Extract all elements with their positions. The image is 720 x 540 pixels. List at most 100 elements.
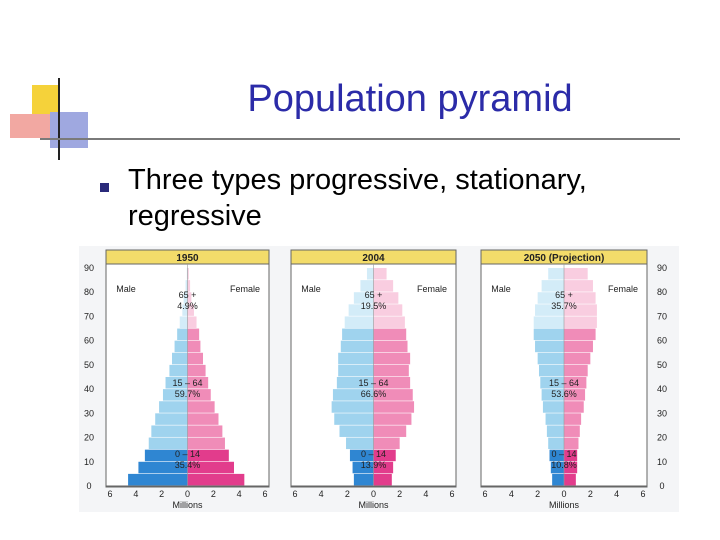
x-tick-label: 4: [319, 489, 324, 499]
group-share: 4.9%: [177, 301, 198, 311]
group-share: 53.6%: [551, 389, 577, 399]
bar-male-65-69: [179, 316, 188, 328]
bar-male-30-34: [331, 401, 374, 413]
bar-female-75-79: [373, 292, 399, 304]
bar-male-35-39: [332, 389, 374, 401]
y-tick-label: 10: [84, 457, 94, 467]
bar-female-35-39: [373, 389, 413, 401]
bar-male-0-4: [128, 473, 188, 486]
bar-female-60-64: [564, 328, 596, 341]
bar-male-15-19: [346, 437, 374, 450]
x-tick-label: 2: [345, 489, 350, 499]
x-tick-label: 4: [423, 489, 428, 499]
bullet-text: Three types progressive, stationary, reg…: [128, 164, 587, 232]
bar-male-75-79: [537, 292, 564, 304]
x-tick-label: 6: [640, 489, 645, 499]
bar-female-50-54: [564, 352, 591, 365]
x-axis-label: Millions: [358, 500, 389, 510]
bar-female-5-9: [373, 461, 394, 474]
x-tick-label: 2: [588, 489, 593, 499]
bar-male-65-69: [533, 316, 564, 328]
x-tick-label: 0: [371, 489, 376, 499]
bar-male-40-44: [165, 377, 188, 389]
y-tick-label: 60: [657, 336, 667, 346]
y-tick-label: 70: [84, 311, 94, 321]
bar-male-45-49: [169, 364, 188, 377]
bar-male-60-64: [177, 328, 188, 341]
bar-female-70-74: [187, 304, 194, 316]
bar-male-60-64: [342, 328, 374, 341]
bar-female-70-74: [373, 304, 403, 316]
y-tick-label: 50: [84, 360, 94, 370]
bar-female-55-59: [564, 340, 593, 353]
bar-male-70-74: [182, 304, 188, 316]
group-label: 15 – 64: [172, 378, 202, 388]
bar-male-45-49: [338, 364, 374, 377]
bar-female-35-39: [187, 389, 211, 401]
group-share: 19.5%: [361, 301, 387, 311]
bar-female-80-84: [187, 280, 191, 292]
x-axis-label: Millions: [172, 500, 203, 510]
bar-female-25-29: [564, 413, 582, 425]
panel-title: 2004: [362, 253, 385, 264]
bar-male-55-59: [535, 340, 564, 353]
bar-male-15-19: [548, 437, 564, 450]
y-tick-label: 90: [657, 263, 667, 273]
group-label: 0 – 14: [361, 449, 386, 459]
group-label: 65 +: [179, 290, 197, 300]
x-tick-label: 6: [449, 489, 454, 499]
label-male: Male: [301, 284, 321, 294]
x-tick-label: 0: [561, 489, 566, 499]
bullet-marker: [100, 183, 109, 192]
bar-female-45-49: [187, 364, 206, 377]
bar-male-55-59: [174, 340, 188, 353]
bar-female-15-19: [187, 437, 225, 450]
y-tick-label: 40: [657, 384, 667, 394]
bar-male-55-59: [340, 340, 374, 353]
bar-male-10-14: [349, 449, 374, 462]
bar-male-10-14: [144, 449, 188, 462]
bar-female-55-59: [187, 340, 201, 353]
bar-female-80-84: [564, 280, 593, 292]
bar-female-35-39: [564, 389, 586, 401]
bar-female-30-34: [373, 401, 415, 413]
title-divider: [40, 138, 680, 140]
bar-female-10-14: [373, 449, 396, 462]
label-female: Female: [608, 284, 638, 294]
bar-male-40-44: [336, 377, 374, 389]
bar-male-70-74: [535, 304, 564, 316]
label-male: Male: [116, 284, 136, 294]
bar-male-70-74: [348, 304, 374, 316]
x-tick-label: 6: [482, 489, 487, 499]
x-tick-label: 6: [292, 489, 297, 499]
x-tick-label: 2: [535, 489, 540, 499]
y-tick-label: 10: [657, 457, 667, 467]
bar-female-10-14: [187, 449, 229, 462]
label-female: Female: [417, 284, 447, 294]
bar-female-15-19: [564, 437, 579, 450]
y-tick-label: 80: [84, 287, 94, 297]
panel-title: 2050 (Projection): [524, 253, 605, 264]
group-share: 35.4%: [175, 460, 201, 470]
bar-female-30-34: [564, 401, 584, 413]
bar-male-45-49: [538, 364, 564, 377]
bar-female-60-64: [373, 328, 407, 341]
bar-female-5-9: [187, 461, 234, 474]
bar-male-60-64: [533, 328, 564, 341]
x-tick-label: 2: [397, 489, 402, 499]
y-tick-label: 90: [84, 263, 94, 273]
bar-male-5-9: [138, 461, 188, 474]
y-tick-label: 60: [84, 336, 94, 346]
bar-female-10-14: [564, 449, 578, 462]
bar-female-75-79: [564, 292, 596, 304]
group-share: 35.7%: [551, 301, 577, 311]
x-tick-label: 4: [237, 489, 242, 499]
group-share: 10.8%: [551, 460, 577, 470]
population-pyramids-figure: 0102030405060708090010203040506070809019…: [79, 246, 679, 512]
x-axis-label: Millions: [549, 500, 580, 510]
bar-male-35-39: [541, 389, 564, 401]
bar-female-30-34: [187, 401, 215, 413]
bar-male-75-79: [353, 292, 374, 304]
bar-male-25-29: [155, 413, 188, 425]
